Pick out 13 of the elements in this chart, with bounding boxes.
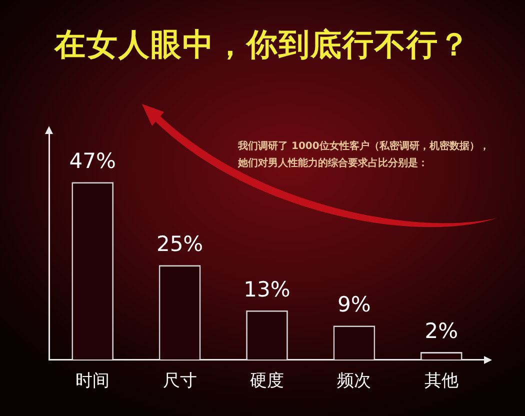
- data-label: 13%: [244, 277, 290, 302]
- chart-title: 在女人眼中，你到底行不行？: [53, 26, 472, 65]
- data-label: 25%: [156, 232, 204, 256]
- data-label: 2%: [424, 319, 458, 343]
- text: 她们对男人性能力的综合要求占比分别是：: [238, 156, 429, 171]
- x-tick-label: 频次: [337, 371, 372, 392]
- x-tick-label: 时间: [76, 371, 110, 392]
- data-label: 47%: [69, 149, 116, 174]
- data-label: 9%: [338, 292, 371, 317]
- x-tick-label: 硬度: [250, 371, 284, 392]
- text: 我们调研了 1000位女性客户（私密调研，机密数据），: [238, 139, 490, 154]
- x-tick-label: 其他: [424, 371, 458, 392]
- x-tick-label: 尺寸: [162, 371, 197, 392]
